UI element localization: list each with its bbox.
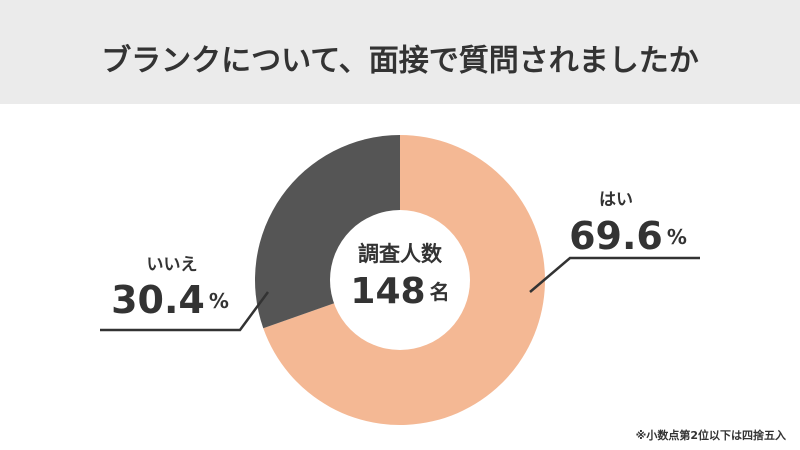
value-number: 69.6	[569, 214, 663, 258]
category-label: いいえ	[147, 255, 198, 275]
leader-line	[100, 291, 270, 332]
donut-hole	[330, 210, 470, 350]
header-band	[0, 0, 800, 104]
category-label: はい	[599, 190, 633, 210]
value-unit: %	[667, 225, 687, 249]
sample-number: 148	[350, 271, 425, 312]
value-label: 30.4%	[111, 278, 229, 322]
value-unit: %	[209, 289, 229, 313]
chart-title: ブランクについて、面接で質問されましたか	[101, 44, 699, 79]
leader-line	[529, 256, 700, 293]
value-label: 69.6%	[569, 214, 687, 258]
sample-size: 148 名	[350, 271, 449, 312]
value-number: 30.4	[111, 278, 205, 322]
center-label: 調査人数	[358, 242, 443, 266]
sample-unit: 名	[430, 280, 450, 304]
footnote: ※小数点第2位以下は四捨五入	[636, 428, 786, 442]
